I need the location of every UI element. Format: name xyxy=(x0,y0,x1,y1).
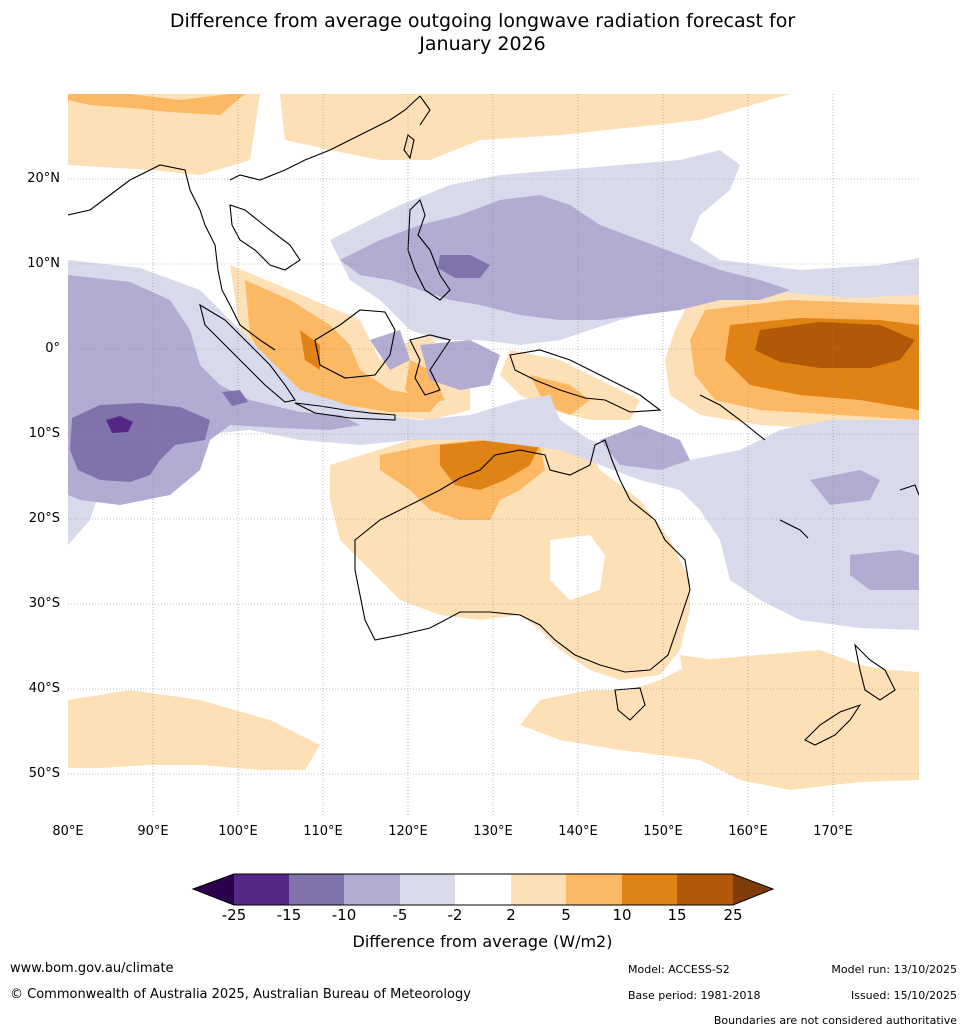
coastlines xyxy=(68,95,919,746)
lon-label: 80°E xyxy=(52,824,84,839)
colorbar-tick: -10 xyxy=(331,906,357,924)
colorbar-tick: -15 xyxy=(276,906,302,924)
colorbar-segment-5 xyxy=(455,874,511,905)
colorbar-tick: 15 xyxy=(667,906,687,924)
anomaly-region-white-hole xyxy=(550,535,605,600)
anomaly-region-positive-5-10 xyxy=(68,94,919,520)
colorbar-segment-2 xyxy=(289,874,344,905)
coast-pacific-islands xyxy=(699,394,919,539)
colorbar-segment-7 xyxy=(566,874,622,905)
copyright: © Commonwealth of Australia 2025, Austra… xyxy=(10,987,471,1002)
lon-label: 110°E xyxy=(303,824,343,839)
anomaly-region-negative-5-10 xyxy=(68,195,919,590)
coast-tasmania xyxy=(614,687,646,721)
anomaly-region-negative-10-15 xyxy=(70,255,490,482)
map-area xyxy=(68,94,919,817)
base-period-text: Base period: 1981-2018 xyxy=(628,989,761,1002)
lon-label: 160°E xyxy=(728,824,768,839)
disclaimer-text: Boundaries are not considered authoritat… xyxy=(713,1014,957,1027)
coast-indochina xyxy=(229,204,301,271)
colorbar-under-triangle xyxy=(193,874,234,905)
colorbar-tick: -25 xyxy=(221,906,247,924)
coast-new-zealand xyxy=(804,643,896,746)
anomaly-region-positive-10-15 xyxy=(300,318,919,490)
lat-label: 10°S xyxy=(28,426,60,441)
issued-text: Issued: 15/10/2025 xyxy=(850,989,957,1002)
anomaly-region-positive-15-25 xyxy=(755,322,915,368)
lat-label: 0° xyxy=(45,341,60,356)
lat-label: 40°S xyxy=(28,681,60,696)
anomaly-region-negative-15-25 xyxy=(106,416,133,433)
colorbar-tick: -5 xyxy=(392,906,408,924)
lon-label: 100°E xyxy=(218,824,258,839)
title-line-1: Difference from average outgoing longwav… xyxy=(169,10,796,32)
colorbar-segment-6 xyxy=(511,874,566,905)
chart-title: Difference from average outgoing longwav… xyxy=(0,10,965,56)
colorbar-segment-8 xyxy=(622,874,677,905)
coast-java xyxy=(294,402,396,421)
colorbar xyxy=(191,873,775,906)
lat-label: 20°N xyxy=(27,171,60,186)
coast-sumatra xyxy=(199,303,296,403)
lon-label: 150°E xyxy=(643,824,683,839)
lat-label: 10°N xyxy=(27,256,60,271)
website-link[interactable]: www.bom.gov.au/climate xyxy=(10,961,174,976)
model-text: Model: ACCESS-S2 xyxy=(628,963,730,976)
gridlines xyxy=(68,94,919,817)
coast-sulawesi xyxy=(409,334,451,396)
lat-label: 20°S xyxy=(28,511,60,526)
coast-philippines xyxy=(407,198,451,301)
lon-label: 130°E xyxy=(473,824,513,839)
colorbar-segment-1 xyxy=(234,874,289,905)
coast-taiwan-japan xyxy=(403,95,431,160)
colorbar-segment-9 xyxy=(677,874,733,905)
colorbar-outline xyxy=(191,873,775,906)
lon-label: 90°E xyxy=(137,824,169,839)
coast-borneo xyxy=(314,309,396,379)
colorbar-over-triangle xyxy=(733,874,773,905)
colorbar-tick: 2 xyxy=(506,906,516,924)
colorbar-tick: 5 xyxy=(561,906,571,924)
colorbar-tick: 10 xyxy=(612,906,632,924)
coast-australia xyxy=(354,439,691,673)
lon-label: 140°E xyxy=(558,824,598,839)
lat-label: 30°S xyxy=(28,596,60,611)
colorbar-tick: -2 xyxy=(447,906,463,924)
lat-label: 50°S xyxy=(28,766,60,781)
colorbar-label: Difference from average (W/m2) xyxy=(352,932,613,951)
coast-mainland-asia xyxy=(68,95,421,351)
lon-label: 120°E xyxy=(388,824,428,839)
title-line-2: January 2026 xyxy=(419,33,546,55)
lon-label: 170°E xyxy=(813,824,853,839)
colorbar-segment-3 xyxy=(344,874,400,905)
coast-new-guinea xyxy=(509,349,662,413)
colorbar-segment-4 xyxy=(400,874,455,905)
model-run-text: Model run: 13/10/2025 xyxy=(831,963,957,976)
colorbar-tick: 25 xyxy=(723,906,743,924)
